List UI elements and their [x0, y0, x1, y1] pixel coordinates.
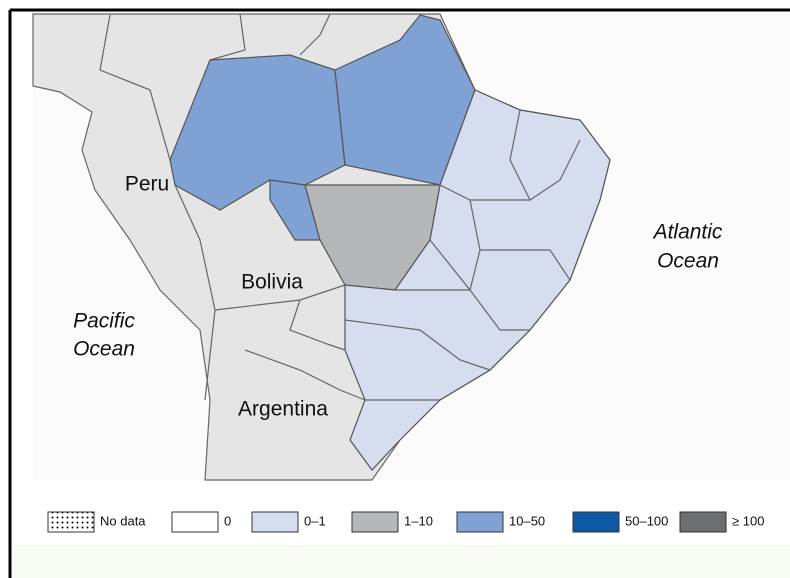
country-label: Argentina: [238, 398, 328, 421]
legend-label: 10–50: [509, 513, 545, 528]
legend-label: 0–1: [304, 513, 326, 528]
legend-label: ≥ 100: [732, 513, 764, 528]
legend-swatch: [251, 511, 299, 533]
state-borders: [470, 139, 581, 201]
country-borders: [174, 184, 216, 401]
footer-band: [12, 545, 790, 578]
country-label: Peru: [125, 173, 169, 196]
country-borders: [289, 299, 346, 351]
state-borders: [299, 13, 331, 56]
state-borders: [509, 109, 531, 201]
country-label: Bolivia: [241, 271, 303, 294]
region-10-50: [334, 14, 476, 186]
legend-swatch: [47, 511, 95, 533]
ocean-label: Atlantic: [652, 221, 723, 244]
legend-label: 0: [224, 513, 231, 528]
legend-swatch: [572, 511, 620, 533]
legend-label: 1–10: [404, 513, 433, 528]
ocean-label: Pacific: [73, 310, 135, 333]
country-borders: [209, 13, 246, 61]
country-borders: [99, 14, 171, 161]
legend-label: 50–100: [625, 513, 668, 528]
legend-swatch: [679, 511, 727, 533]
legend-swatch: [351, 511, 399, 533]
legend-swatch: [456, 511, 504, 533]
ocean-label: Ocean: [73, 338, 135, 361]
legend: No data 0 0–1 1–10 10–50 50–100 ≥ 100: [47, 511, 764, 533]
region-10-50: [169, 54, 346, 211]
ocean-label: Ocean: [657, 250, 719, 273]
country-borders: [244, 349, 366, 401]
state-borders: [480, 249, 571, 281]
state-borders: [344, 319, 491, 371]
legend-label: No data: [100, 513, 146, 528]
legend-swatch: [171, 511, 219, 533]
state-borders: [395, 289, 530, 331]
